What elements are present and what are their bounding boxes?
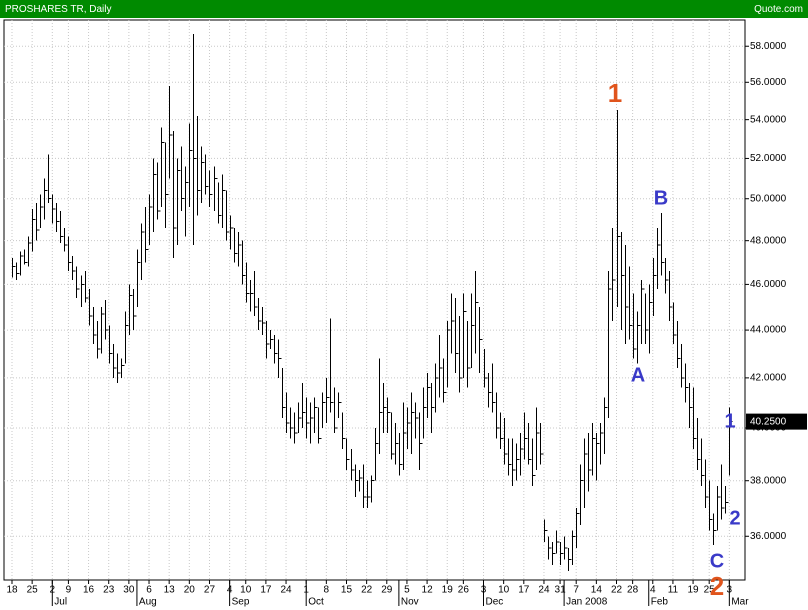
wave-label: 2 — [729, 507, 740, 529]
x-tick-label: 20 — [184, 585, 196, 596]
x-tick-label: 14 — [591, 585, 603, 596]
x-tick-label: 6 — [146, 585, 152, 596]
chart-title: PROSHARES TR, Daily — [5, 4, 112, 15]
x-tick-label: 26 — [458, 585, 470, 596]
wave-label: C — [710, 550, 724, 572]
wave-label: A — [631, 364, 645, 386]
y-tick-label: 50.0000 — [750, 193, 787, 204]
y-tick-label: 36.0000 — [750, 531, 787, 542]
x-tick-label: 24 — [280, 585, 292, 596]
x-tick-label: 23 — [103, 585, 115, 596]
x-tick-label: 11 — [668, 585, 679, 596]
x-tick-label: 7 — [573, 585, 579, 596]
x-tick-label: 9 — [66, 585, 72, 596]
x-tick-label: 27 — [204, 585, 216, 596]
x-tick-label: 22 — [611, 585, 623, 596]
last-price-box — [746, 413, 807, 430]
x-tick-label: 31 — [555, 585, 567, 596]
y-tick-label: 46.0000 — [750, 279, 787, 290]
last-price-label: 40.2500 — [750, 416, 787, 427]
x-tick-label: 12 — [422, 585, 434, 596]
month-label: Sep — [232, 597, 250, 608]
y-tick-label: 52.0000 — [750, 153, 787, 164]
x-tick-label: 22 — [361, 585, 373, 596]
x-tick-label: 17 — [260, 585, 272, 596]
x-tick-label: 25 — [27, 585, 39, 596]
header-bar — [0, 0, 808, 18]
x-tick-label: 16 — [83, 585, 95, 596]
x-tick-label: 19 — [688, 585, 700, 596]
source-label: Quote.com — [754, 4, 803, 15]
x-tick-label: 28 — [627, 585, 639, 596]
month-label: Oct — [308, 597, 324, 608]
month-label: Aug — [139, 597, 157, 608]
wave-label: B — [654, 187, 668, 209]
x-tick-label: 13 — [164, 585, 176, 596]
wave-label: 2 — [710, 571, 724, 601]
month-label: Feb — [651, 597, 669, 608]
x-tick-label: 18 — [6, 585, 18, 596]
x-tick-label: 10 — [240, 585, 252, 596]
y-tick-label: 48.0000 — [750, 235, 787, 246]
y-tick-label: 44.0000 — [750, 325, 787, 336]
y-tick-label: 58.0000 — [750, 41, 787, 52]
y-tick-label: 42.0000 — [750, 373, 787, 384]
x-tick-label: 19 — [442, 585, 454, 596]
x-tick-label: 29 — [381, 585, 393, 596]
month-label: Nov — [401, 597, 419, 608]
x-tick-label: 8 — [324, 585, 330, 596]
x-tick-label: 24 — [538, 585, 550, 596]
x-tick-label: 5 — [404, 585, 410, 596]
x-tick-label: 25 — [704, 585, 716, 596]
wave-label: 1 — [608, 78, 622, 108]
x-tick-label: 4 — [650, 585, 656, 596]
month-label: Jul — [54, 597, 67, 608]
x-tick-label: 30 — [123, 585, 135, 596]
month-label: Mar — [731, 597, 749, 608]
month-label: Dec — [486, 597, 504, 608]
month-label: Jan 2008 — [566, 597, 608, 608]
x-tick-label: 15 — [341, 585, 353, 596]
wave-label: 1 — [724, 410, 735, 432]
x-tick-label: 10 — [498, 585, 510, 596]
plot-frame — [3, 19, 746, 581]
y-tick-label: 38.0000 — [750, 475, 787, 486]
y-tick-label: 56.0000 — [750, 77, 787, 88]
y-tick-label: 54.0000 — [750, 114, 787, 125]
x-tick-label: 17 — [518, 585, 530, 596]
